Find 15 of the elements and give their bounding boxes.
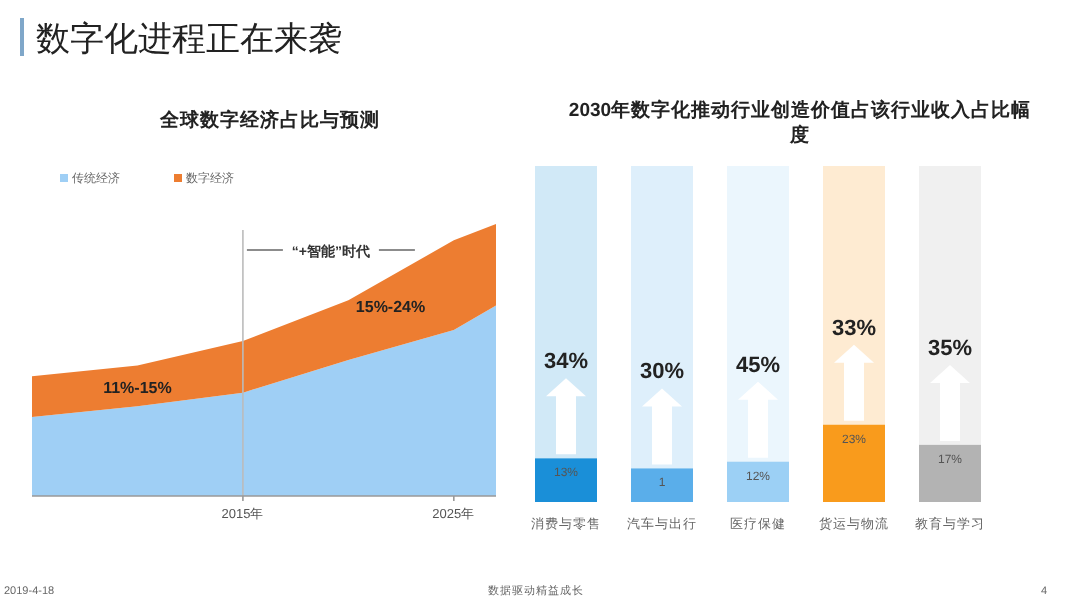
bar <box>631 468 693 502</box>
annotation: 45% <box>735 353 781 378</box>
annotation: 15%-24% <box>355 297 426 316</box>
text: 数字化进程正在来袭 <box>36 20 342 58</box>
chart-title: 2030年数字化推动行业创造价值占该行业收入占比幅度 <box>568 98 1032 147</box>
bar <box>535 458 597 502</box>
annotation: 11%-15% <box>103 379 172 398</box>
bar <box>727 461 789 502</box>
annotation: 33% <box>831 316 877 341</box>
bar <box>919 444 981 502</box>
bar <box>823 424 885 502</box>
chart-title: 全球数字经济占比与预测 <box>158 108 380 132</box>
annotation: 30% <box>639 360 685 385</box>
annotation: 34% <box>543 350 589 375</box>
annotation: 35% <box>927 336 973 361</box>
